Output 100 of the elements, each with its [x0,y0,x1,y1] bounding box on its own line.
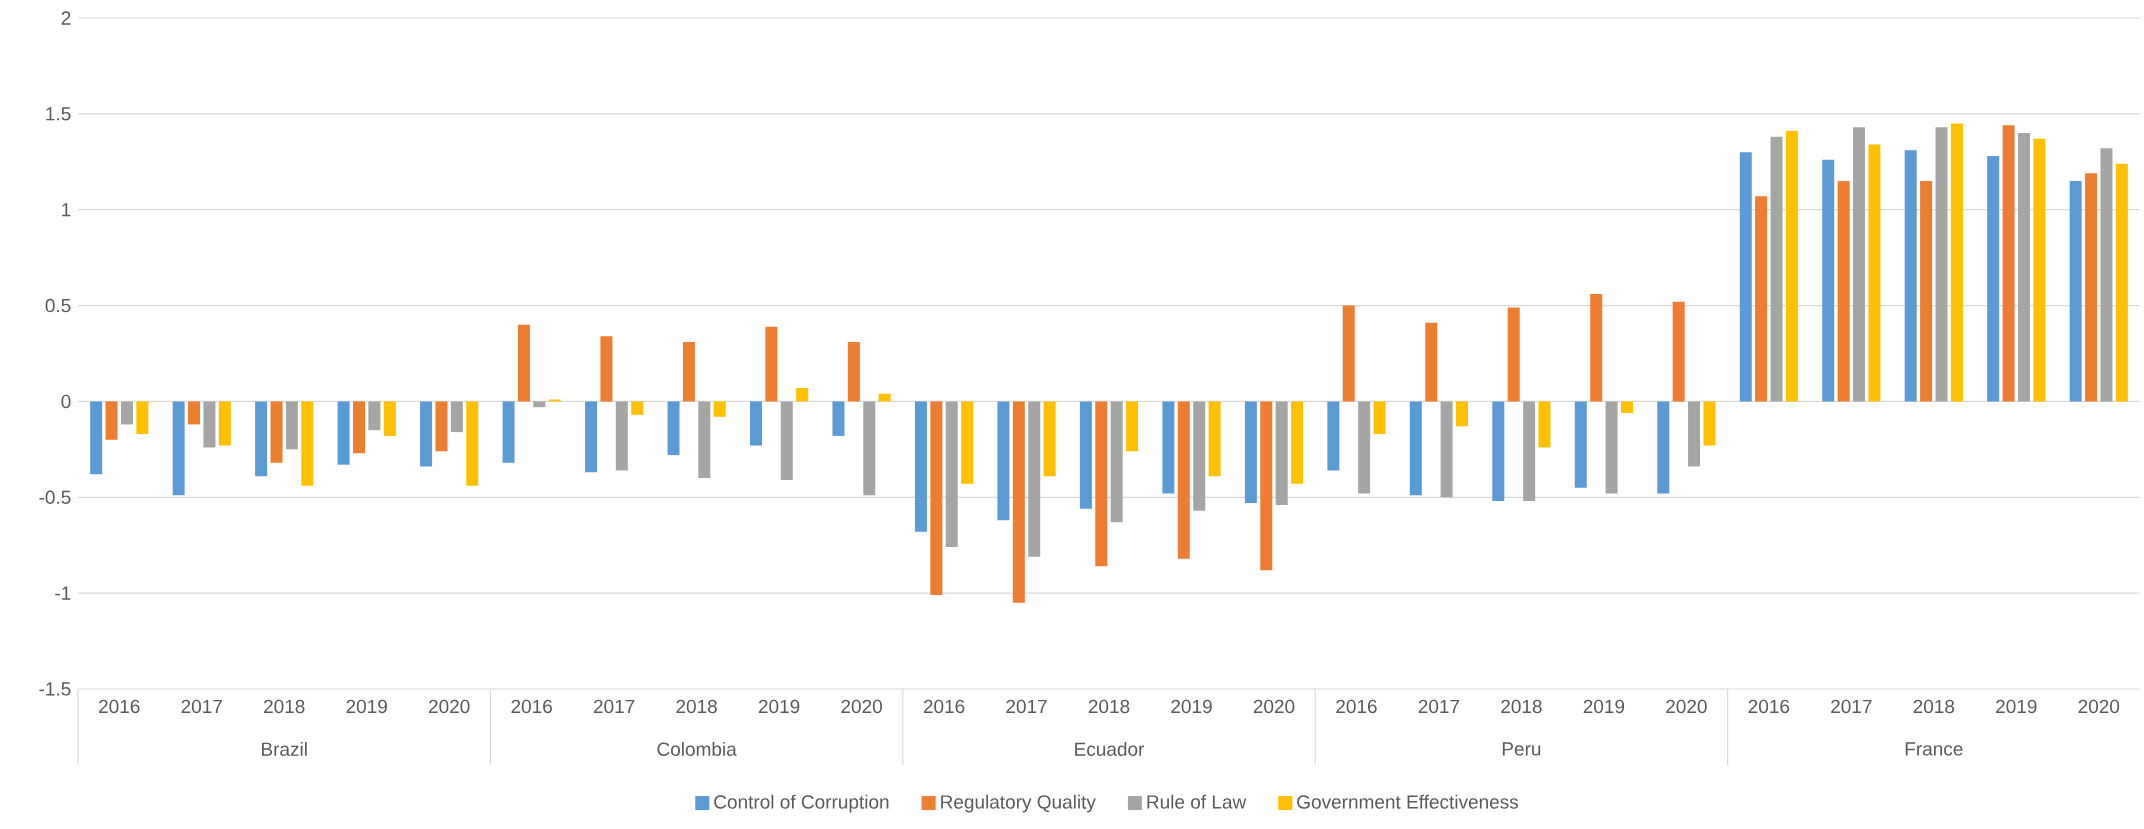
bar [337,401,350,465]
bar [1244,401,1257,504]
bar [172,401,185,496]
bar [450,401,463,433]
bar [1043,401,1056,477]
bar [600,336,613,402]
bar [945,401,958,548]
y-tick-label: 0.5 [45,298,71,313]
bar [352,401,365,454]
bar [188,401,201,425]
bar [1657,401,1670,494]
bar [1492,401,1505,502]
bar [2002,125,2015,402]
bar [930,401,943,596]
bar [1523,401,1536,502]
bar [749,401,762,446]
text: France [1905,742,1963,756]
bar [914,401,927,532]
legend-label: Rule of Law [1147,794,1247,809]
bar [203,401,216,448]
bar [1208,401,1221,477]
bar [713,401,726,417]
bar [796,388,809,402]
bar [218,401,231,446]
bar [961,401,974,484]
bar [1755,196,1768,402]
x-tick-label: 2016 [511,699,552,714]
bar [585,401,598,473]
x-tick-label: 2018 [676,699,717,714]
bar [997,401,1010,521]
x-tick-label: 2019 [346,699,387,714]
bar [1935,127,1948,402]
bar [765,326,778,402]
bar [1920,180,1933,402]
x-tick-label: 2018 [1088,699,1130,714]
bar [1538,401,1551,448]
bar [1095,401,1108,567]
bar [847,341,860,402]
bar [105,401,118,440]
bar [1177,401,1190,559]
bar [1440,401,1453,498]
bar [1574,401,1587,488]
bar [1822,159,1835,402]
bar [878,393,891,402]
x-tick-label: 2018 [1913,699,1955,714]
bar [1507,307,1520,402]
x-tick-label: 2020 [841,699,882,714]
bar [90,401,103,475]
bar [383,401,396,436]
y-tick-label: 1 [62,203,71,217]
bar [1785,131,1798,402]
y-tick-label: 2 [61,11,71,25]
bar [120,401,133,425]
x-tick-label: 2017 [593,699,635,714]
bar [502,401,515,463]
bar [1079,401,1092,509]
y-tick-label: -1 [55,586,71,600]
bar [1425,322,1438,402]
bar [2115,163,2128,402]
bar [1987,156,2000,402]
x-tick-label: 2017 [1831,699,1872,714]
bar [1456,401,1469,427]
bar [301,401,314,486]
bar [517,324,530,402]
x-tick-label: 2020 [2078,699,2120,714]
bar [368,401,381,431]
bar [1868,144,1881,402]
bar [1904,150,1917,402]
bar [667,401,680,456]
x-tick-label: 2020 [428,699,470,714]
x-tick-label: 2016 [1748,699,1790,714]
bar [615,401,628,471]
bar [1012,401,1025,603]
bar [1342,305,1355,402]
x-tick-label: 2019 [1171,699,1212,714]
x-tick-label: 2016 [99,699,140,714]
bar [1590,294,1603,402]
bar [2085,173,2098,402]
x-tick-label: 2017 [181,699,222,714]
bar [1110,401,1123,523]
bar [270,401,283,463]
x-tick-label: 2019 [1996,699,2037,714]
text: Ecuador [1075,742,1145,756]
text: Brazil [262,742,307,756]
x-tick-label: 2018 [1501,699,1542,714]
x-tick-label: 2016 [1336,699,1377,714]
y-tick-label: -1.5 [39,682,71,696]
legend-label: Government Effectiveness [1297,794,1519,809]
bar [1291,401,1304,484]
bar [1672,301,1685,402]
bar [435,401,448,452]
bar [1327,401,1340,471]
text: Colombia [657,742,737,756]
bar [832,401,845,436]
bar [780,401,793,481]
bar [1358,401,1371,494]
legend-label: Control of Corruption [714,794,889,813]
bar [1373,401,1386,435]
bar [863,401,876,496]
bar [533,401,546,408]
